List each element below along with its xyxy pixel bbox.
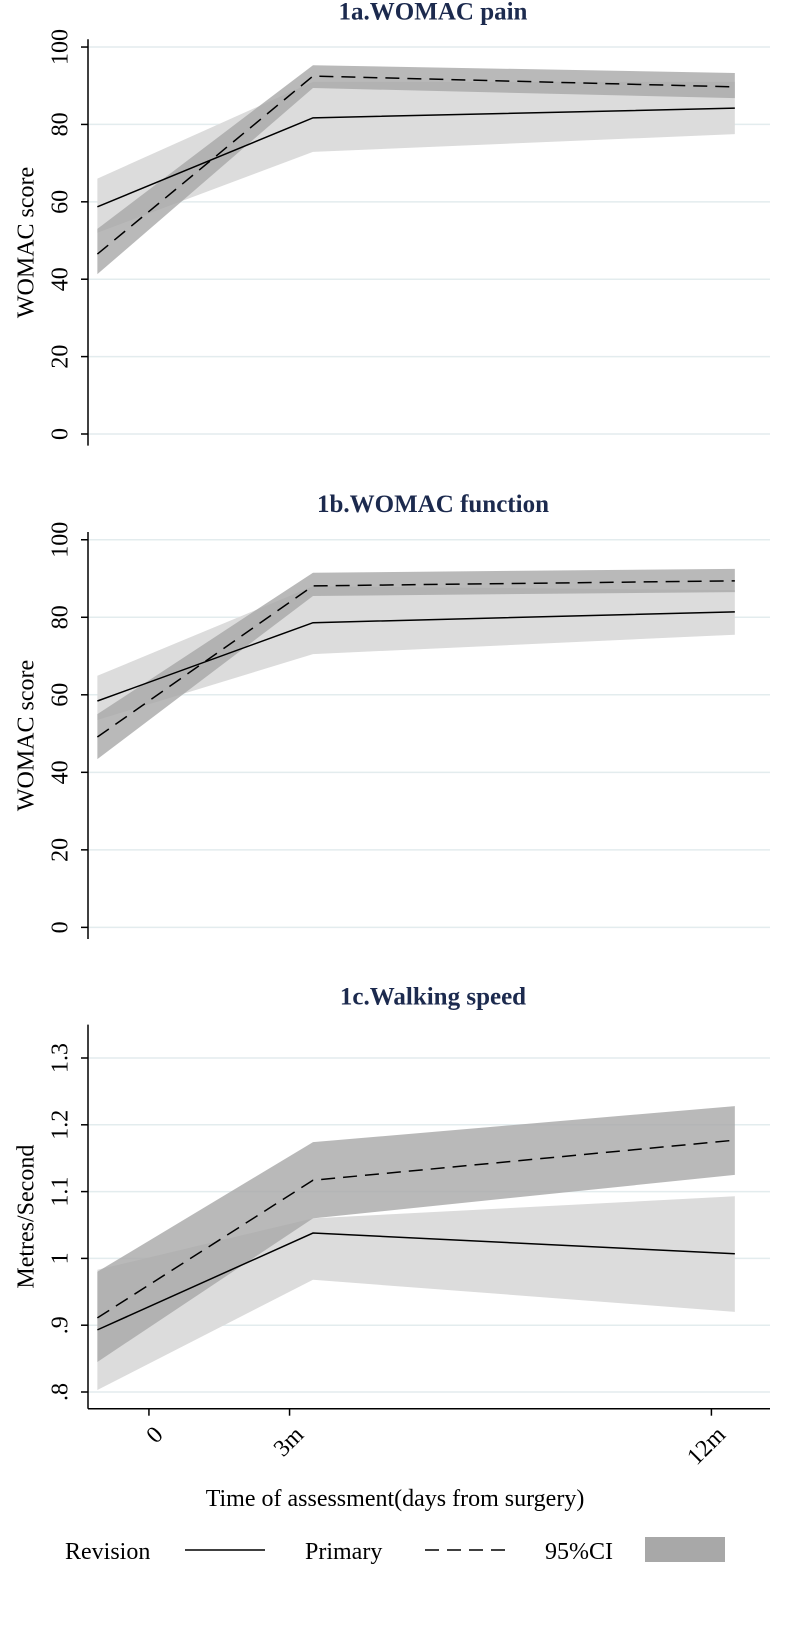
panel-title: 1b.WOMAC function <box>317 491 549 518</box>
y-tick-label: 1.1 <box>48 1177 74 1207</box>
series-line <box>97 1232 735 1331</box>
y-tick-label: 0 <box>48 428 74 440</box>
legend-swatch <box>645 1537 725 1562</box>
series-line <box>96 75 735 255</box>
ci-band <box>97 1106 735 1362</box>
x-tick-label: 12m <box>682 1422 731 1471</box>
y-tick-label: 80 <box>48 112 74 136</box>
panel-title: 1a.WOMAC pain <box>339 0 528 25</box>
panel-title: 1c.Walking speed <box>340 984 526 1011</box>
y-axis-label: WOMAC score <box>14 167 40 318</box>
y-tick-label: 20 <box>48 838 74 862</box>
y-tick-label: 0 <box>48 921 74 933</box>
y-tick-label: 100 <box>48 29 74 65</box>
series-line <box>97 107 735 208</box>
y-tick-label: 80 <box>48 605 74 629</box>
y-tick-label: 1.3 <box>48 1043 74 1073</box>
legend-label: 95%CI <box>545 1539 613 1565</box>
y-tick-label: 40 <box>48 760 74 784</box>
y-tick-label: 1.2 <box>48 1110 74 1140</box>
y-tick-label: 1 <box>48 1252 74 1264</box>
x-tick-label: 0 <box>142 1422 169 1449</box>
series-line <box>96 1139 735 1319</box>
y-tick-label: .9 <box>48 1316 74 1334</box>
series-line <box>97 611 735 702</box>
y-tick-label: 100 <box>48 522 74 558</box>
x-tick-label: 3m <box>269 1422 309 1462</box>
y-tick-label: 60 <box>48 683 74 707</box>
legend-label: Primary <box>305 1539 382 1565</box>
y-tick-label: 20 <box>48 345 74 369</box>
y-axis-label: WOMAC score <box>14 660 40 811</box>
ci-band <box>97 568 735 760</box>
x-axis-label: Time of assessment(days from surgery) <box>206 1486 585 1512</box>
y-tick-label: .8 <box>48 1383 74 1401</box>
y-tick-label: 60 <box>48 190 74 214</box>
legend-label: Revision <box>65 1539 150 1565</box>
ci-band <box>97 65 735 275</box>
y-axis-label: Metres/Second <box>14 1145 40 1289</box>
y-tick-label: 40 <box>48 267 74 291</box>
